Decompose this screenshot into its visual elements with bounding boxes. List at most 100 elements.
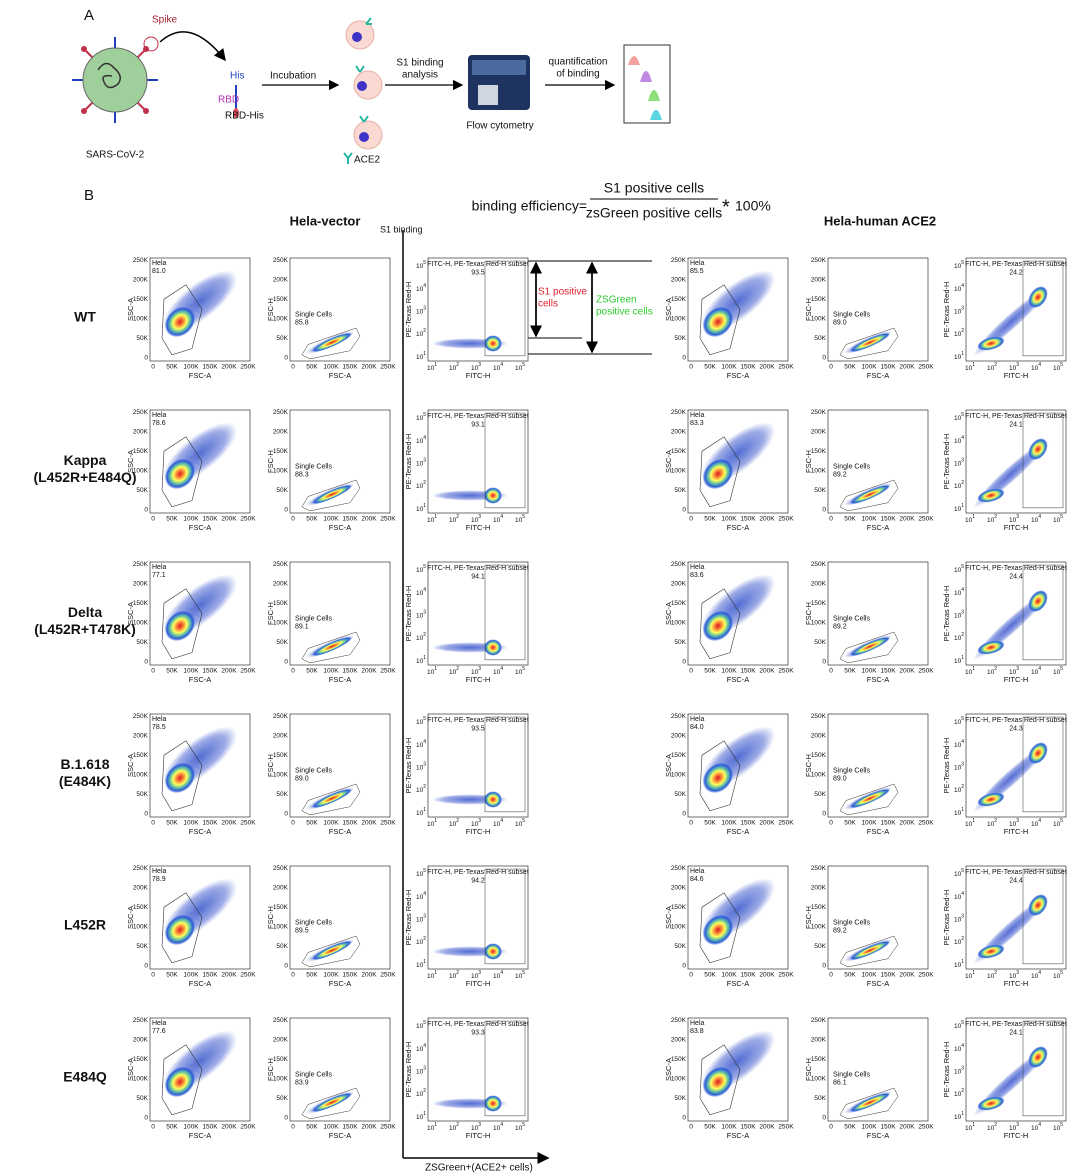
tick-exp: 1: [961, 1111, 964, 1117]
tick-exp: 4: [423, 891, 426, 897]
tick-label: 105: [416, 565, 426, 574]
tick-label: 104: [416, 891, 426, 900]
tick-label: 104: [493, 666, 503, 675]
x-axis-title: FSC-A: [189, 675, 212, 684]
plot: Single Cells89.00050K50K100K100K150K150K…: [804, 713, 934, 836]
tick-label: 102: [449, 514, 459, 523]
tick-exp: 5: [961, 1021, 964, 1027]
gate-name: Hela: [152, 260, 167, 267]
tick-label: 150K: [133, 752, 149, 759]
gate-name: FITC-H, PE-Texas Red-H subset: [965, 717, 1067, 724]
tick-label: 102: [449, 362, 459, 371]
tick-label: 150K: [133, 296, 149, 303]
tick-label: 0: [689, 972, 693, 979]
tick-label: 200K: [811, 1036, 827, 1043]
tick-label: 250K: [811, 409, 827, 416]
tick-label: 50K: [674, 943, 686, 950]
plot: Single Cells88.30050K50K100K100K150K150K…: [266, 409, 396, 532]
tick-label: 150K: [273, 600, 289, 607]
tick-exp: 1: [423, 351, 426, 357]
tick-exp: 3: [961, 458, 964, 464]
formula: zsGreen positive cells: [586, 205, 722, 221]
tick-exp: 5: [1060, 666, 1063, 672]
figure: A Spike His RBD RBD-His SARS-CoV-2 Incub…: [0, 0, 1073, 1175]
row-label: Kappa: [64, 452, 107, 468]
tick-label: 250K: [671, 713, 687, 720]
tick-exp: 3: [478, 666, 481, 672]
tick-label: 250K: [811, 865, 827, 872]
x-axis-title: FSC-A: [727, 1131, 750, 1140]
row-label: (E484K): [59, 773, 111, 789]
tick-label: 100K: [323, 364, 339, 371]
tick-exp: 5: [423, 565, 426, 571]
tick-label: 150K: [133, 1056, 149, 1063]
x-axis-title: FITC-H: [466, 1131, 491, 1140]
tick-label: 200K: [899, 668, 915, 675]
plot-frame: [290, 866, 390, 969]
tick-label: 50K: [704, 364, 716, 371]
tick-label: 105: [954, 413, 964, 422]
tick-exp: 4: [500, 362, 503, 368]
tick-label: 105: [515, 362, 525, 371]
gate-name: FITC-H, PE-Texas Red-H subset: [965, 869, 1067, 876]
y-axis-title: FSC-H: [266, 906, 275, 929]
y-axis-title: SSC-A: [126, 1058, 135, 1081]
tick-label: 104: [1031, 1122, 1041, 1131]
tick-label: 101: [965, 970, 975, 979]
tick-label: 50K: [306, 364, 318, 371]
tick-exp: 3: [1016, 666, 1019, 672]
x-axis-title: FITC-H: [466, 827, 491, 836]
plot: Hela78.50050K50K100K100K150K150K200K200K…: [126, 713, 256, 836]
gate-value: 24.2: [1009, 269, 1023, 276]
tick-exp: 5: [961, 565, 964, 571]
y-axis-title: PE-Texas Red-H: [404, 738, 413, 794]
tick-label: 105: [416, 1021, 426, 1030]
tick-label: 102: [954, 481, 964, 490]
tick-label: 250K: [273, 561, 289, 568]
tick-exp: 3: [478, 818, 481, 824]
y-axis-title: FSC-H: [804, 754, 813, 777]
plot: Single Cells89.00050K50K100K100K150K150K…: [266, 713, 396, 836]
tick-exp: 2: [456, 970, 459, 976]
gate-value: 81.0: [152, 268, 166, 275]
tick-label: 0: [291, 364, 295, 371]
tick-exp: 2: [423, 481, 426, 487]
tick-label: 150K: [671, 904, 687, 911]
tick-exp: 5: [1060, 1122, 1063, 1128]
tick-label: 0: [829, 820, 833, 827]
tick-label: 50K: [276, 791, 288, 798]
tick-label: 0: [144, 659, 148, 666]
y-axis-title: SSC-A: [126, 754, 135, 777]
x-axis-title: FSC-A: [329, 1131, 352, 1140]
plot-frame: [828, 714, 928, 817]
tick-label: 200K: [273, 1036, 289, 1043]
tick-exp: 1: [423, 655, 426, 661]
tick-exp: 3: [423, 458, 426, 464]
y-axis-title: SSC-A: [664, 754, 673, 777]
x-axis-title: FSC-A: [867, 979, 890, 988]
tick-label: 50K: [844, 364, 856, 371]
tick-label: 105: [416, 413, 426, 422]
tick-label: 100K: [183, 820, 199, 827]
tick-label: 101: [416, 807, 426, 816]
tick-label: 105: [416, 261, 426, 270]
label: RBD: [218, 95, 239, 106]
tick-label: 105: [954, 261, 964, 270]
tick-label: 103: [954, 458, 964, 467]
tick-label: 0: [829, 972, 833, 979]
tick-label: 0: [829, 1124, 833, 1131]
tick-label: 150K: [740, 972, 756, 979]
tick-exp: 3: [423, 1066, 426, 1072]
tick-label: 200K: [671, 884, 687, 891]
tick-exp: 2: [994, 818, 997, 824]
tick-label: 250K: [671, 1017, 687, 1024]
gate-value: 89.0: [833, 320, 847, 327]
tick-label: 104: [1031, 514, 1041, 523]
row-label: (L452R+E484Q): [33, 469, 136, 485]
y-axis-title: PE-Texas Red-H: [942, 738, 951, 794]
tick-label: 102: [416, 785, 426, 794]
tick-label: 104: [1031, 666, 1041, 675]
tick-label: 200K: [361, 364, 377, 371]
tick-label: 0: [682, 963, 686, 970]
plot-frame: [290, 562, 390, 665]
